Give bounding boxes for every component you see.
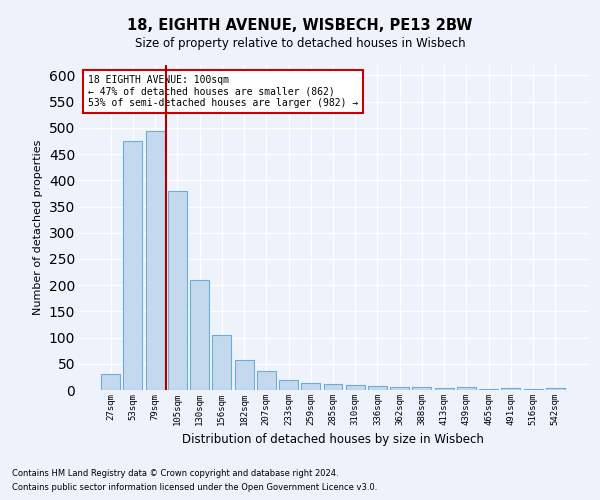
Bar [368, 386, 387, 390]
Bar [412, 388, 431, 390]
Bar [124, 141, 142, 390]
Bar [235, 360, 254, 390]
Bar [346, 385, 365, 390]
Bar [301, 383, 320, 390]
Bar [390, 388, 409, 390]
Text: Size of property relative to detached houses in Wisbech: Size of property relative to detached ho… [134, 38, 466, 51]
Bar [479, 389, 498, 390]
Y-axis label: Number of detached properties: Number of detached properties [33, 140, 43, 315]
Bar [212, 335, 231, 390]
Bar [279, 380, 298, 390]
Bar [146, 130, 164, 390]
Bar [168, 191, 187, 390]
Text: Contains public sector information licensed under the Open Government Licence v3: Contains public sector information licen… [12, 484, 377, 492]
Bar [435, 388, 454, 390]
Bar [457, 388, 476, 390]
X-axis label: Distribution of detached houses by size in Wisbech: Distribution of detached houses by size … [182, 434, 484, 446]
Text: Contains HM Land Registry data © Crown copyright and database right 2024.: Contains HM Land Registry data © Crown c… [12, 468, 338, 477]
Text: 18 EIGHTH AVENUE: 100sqm
← 47% of detached houses are smaller (862)
53% of semi-: 18 EIGHTH AVENUE: 100sqm ← 47% of detach… [88, 74, 358, 108]
Text: 18, EIGHTH AVENUE, WISBECH, PE13 2BW: 18, EIGHTH AVENUE, WISBECH, PE13 2BW [127, 18, 473, 32]
Bar [323, 384, 343, 390]
Bar [101, 374, 120, 390]
Bar [546, 388, 565, 390]
Bar [190, 280, 209, 390]
Bar [257, 370, 276, 390]
Bar [502, 388, 520, 390]
